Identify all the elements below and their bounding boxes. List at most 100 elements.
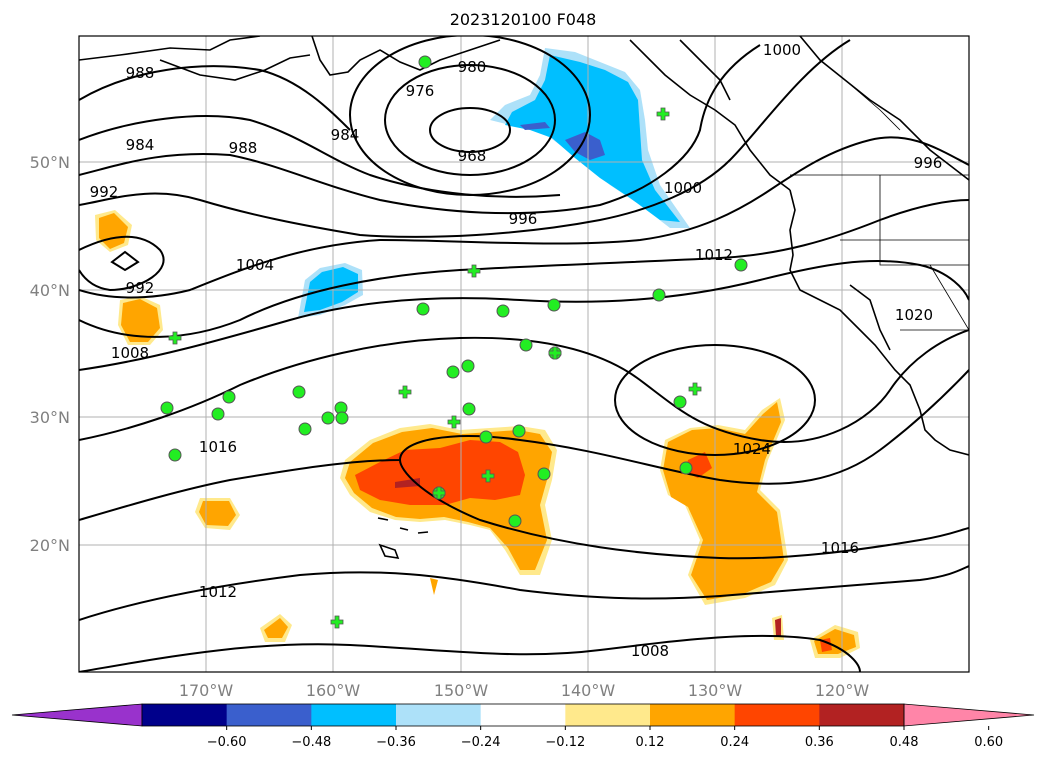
station-circle-marker bbox=[519, 338, 533, 352]
isobar-label: 984 bbox=[331, 126, 360, 144]
station-circle-marker bbox=[416, 302, 430, 316]
lon-labels: 170°W 160°W 150°W 140°W 130°W 120°W bbox=[179, 681, 870, 700]
station-circle-marker bbox=[461, 359, 475, 373]
station-circle-marker bbox=[298, 422, 312, 436]
station-circle-marker bbox=[211, 407, 225, 421]
station-plus-marker bbox=[481, 469, 495, 483]
station-circle-marker bbox=[479, 430, 493, 444]
colorbar-tick-label: −0.60 bbox=[207, 735, 247, 750]
lon-label: 170°W bbox=[179, 681, 234, 700]
colorbar-tick-label: 0.48 bbox=[890, 735, 919, 750]
colorbar-extend-min bbox=[11, 703, 143, 727]
isobar-label: 1000 bbox=[763, 41, 801, 59]
station-circle-marker bbox=[462, 402, 476, 416]
station-circle-marker bbox=[168, 448, 182, 462]
colorbar-segment bbox=[819, 704, 905, 726]
colorbar-extend-max bbox=[903, 703, 1035, 727]
isobar-label: 988 bbox=[126, 64, 155, 82]
map-frame bbox=[78, 35, 970, 673]
isobar-label: 980 bbox=[458, 58, 487, 76]
colorbar-segment bbox=[565, 704, 651, 726]
station-plus-marker bbox=[432, 486, 446, 500]
lat-label: 40°N bbox=[30, 281, 70, 300]
isobar-label: 1024 bbox=[733, 440, 771, 458]
isobar-label: 1004 bbox=[236, 256, 274, 274]
colorbar-tick-label: −0.24 bbox=[461, 735, 501, 750]
colorbar-tick-label: 0.60 bbox=[974, 735, 1003, 750]
colorbar-segment bbox=[311, 704, 397, 726]
isobar-label: 976 bbox=[406, 82, 435, 100]
station-markers bbox=[160, 55, 748, 629]
colorbar-tick-label: −0.12 bbox=[545, 735, 585, 750]
isobar-label: 1000 bbox=[664, 179, 702, 197]
isobar-label: 984 bbox=[126, 136, 155, 154]
station-circle-marker bbox=[335, 411, 349, 425]
isobar-labels: 988 984 988 992 976 980 984 968 996 1000… bbox=[90, 41, 943, 660]
isobar-label: 1012 bbox=[199, 583, 237, 601]
isobar-label: 992 bbox=[90, 183, 119, 201]
colorbar-tick-label: −0.36 bbox=[376, 735, 416, 750]
isobar-label: 992 bbox=[126, 279, 155, 297]
station-circle-marker bbox=[496, 304, 510, 318]
colorbar-tick-label: 0.24 bbox=[720, 735, 749, 750]
lat-labels: 50°N 40°N 30°N 20°N bbox=[30, 153, 70, 555]
isobar-label: 988 bbox=[229, 139, 258, 157]
colorbar-segment bbox=[226, 704, 312, 726]
isobar-label: 1008 bbox=[631, 642, 669, 660]
isobar-label: 968 bbox=[458, 147, 487, 165]
station-plus-marker bbox=[467, 264, 481, 278]
isobar-label: 1020 bbox=[895, 306, 933, 324]
station-plus-marker bbox=[688, 382, 702, 396]
station-circle-marker bbox=[537, 467, 551, 481]
coastlines bbox=[79, 36, 969, 559]
lon-label: 160°W bbox=[306, 681, 361, 700]
isobar-label: 996 bbox=[914, 154, 943, 172]
station-plus-marker bbox=[656, 107, 670, 121]
isobar-label: 1016 bbox=[821, 539, 859, 557]
isobar-label: 1008 bbox=[111, 344, 149, 362]
colorbar-tick-label: 0.36 bbox=[805, 735, 834, 750]
station-circle-marker bbox=[292, 385, 306, 399]
lon-label: 120°W bbox=[815, 681, 870, 700]
station-plus-marker bbox=[548, 346, 562, 360]
station-circle-marker bbox=[508, 514, 522, 528]
station-circle-marker bbox=[547, 298, 561, 312]
station-circle-marker bbox=[734, 258, 748, 272]
isobars bbox=[79, 36, 969, 672]
station-plus-marker bbox=[168, 331, 182, 345]
station-plus-marker bbox=[330, 615, 344, 629]
colorbar-ticks: −0.60 −0.48 −0.36 −0.24 −0.12 0.12 0.24 0.36 0.4… bbox=[207, 726, 1003, 750]
station-circle-marker bbox=[673, 395, 687, 409]
station-circle-marker bbox=[446, 365, 460, 379]
isobar-label: 1012 bbox=[695, 246, 733, 264]
colorbar-tick-label: −0.48 bbox=[291, 735, 331, 750]
colorbar bbox=[11, 703, 1035, 727]
station-circle-marker bbox=[418, 55, 432, 69]
borders bbox=[790, 79, 969, 331]
colorbar-segment bbox=[396, 704, 482, 726]
colorbar-segment bbox=[142, 704, 228, 726]
station-plus-marker bbox=[398, 385, 412, 399]
colorbar-tick-label: 0.12 bbox=[636, 735, 665, 750]
colorbar-frame bbox=[141, 703, 905, 727]
station-circle-marker bbox=[160, 401, 174, 415]
lat-label: 50°N bbox=[30, 153, 70, 172]
station-circle-marker bbox=[512, 424, 526, 438]
lat-label: 30°N bbox=[30, 408, 70, 427]
lon-label: 150°W bbox=[434, 681, 489, 700]
isobar-label: 1016 bbox=[199, 438, 237, 456]
isobar-label: 996 bbox=[509, 210, 538, 228]
lon-label: 140°W bbox=[561, 681, 616, 700]
lat-label: 20°N bbox=[30, 536, 70, 555]
map-title: 2023120100 F048 bbox=[450, 10, 597, 29]
map-area: 988 984 988 992 976 980 984 968 996 1000… bbox=[79, 36, 969, 672]
station-circle-marker bbox=[652, 288, 666, 302]
station-circle-marker bbox=[679, 461, 693, 475]
colorbar-segment bbox=[734, 704, 820, 726]
colorbar-segment bbox=[650, 704, 736, 726]
station-circle-marker bbox=[222, 390, 236, 404]
colorbar-segment bbox=[480, 704, 566, 726]
station-circle-marker bbox=[321, 411, 335, 425]
lon-label: 130°W bbox=[688, 681, 743, 700]
